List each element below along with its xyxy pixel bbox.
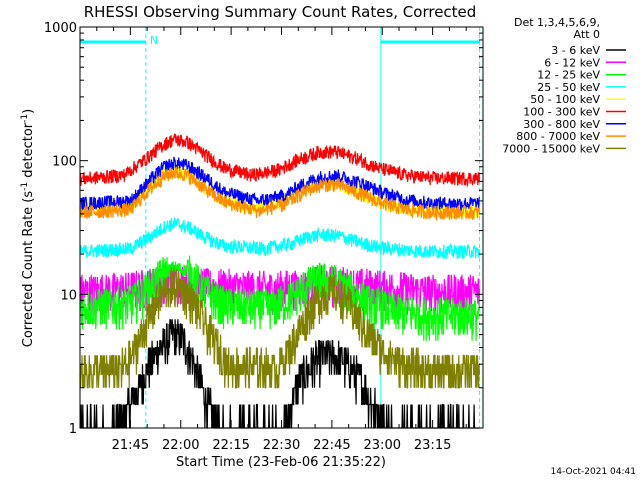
legend-label: 3 - 6 keV (551, 44, 600, 57)
x-tick-label: 21:45 (112, 438, 149, 453)
legend-label: 25 - 50 keV (537, 81, 600, 94)
y-tick-label: 10 (60, 288, 77, 303)
y-tick-label: 100 (52, 155, 77, 170)
legend-label: 800 - 7000 keV (516, 130, 600, 143)
x-tick-label: 22:00 (162, 438, 199, 453)
plot-area: N (79, 27, 481, 429)
legend-label: 50 - 100 keV (530, 93, 600, 106)
y-tick-label: 1000 (44, 21, 77, 36)
series-line (79, 255, 480, 341)
x-tick-label: 22:30 (263, 438, 300, 453)
x-axis-ticks: 21:45 22:00 22:15 22:30 22:45 23:00 23:15 (96, 27, 467, 453)
y-axis-ticks: 1 10 100 1000 (44, 21, 483, 437)
x-tick-label: 23:00 (364, 438, 401, 453)
series-line (79, 166, 480, 221)
series-line (79, 133, 480, 188)
x-tick-label: 23:15 (414, 438, 451, 453)
legend-label: 100 - 300 keV (523, 106, 600, 119)
legend-header-detectors: Det 1,3,4,5,6,9, (514, 16, 600, 29)
x-tick-label: 22:45 (313, 438, 350, 453)
legend-label: 6 - 12 keV (544, 56, 600, 69)
series-line (79, 156, 480, 211)
y-axis-label: Corrected Count Rate (s-1 detector-1) (20, 109, 36, 347)
legend-label: 300 - 800 keV (523, 118, 600, 131)
x-tick-label: 22:15 (212, 438, 249, 453)
generation-timestamp: 14-Oct-2021 04:41 (551, 467, 636, 477)
legend-label: 7000 - 15000 keV (502, 142, 600, 155)
y-tick-label: 1 (69, 422, 77, 437)
chart-title: RHESSI Observing Summary Count Rates, Co… (84, 3, 477, 21)
series-line (79, 217, 480, 261)
legend-header-attenuator: Att 0 (574, 28, 600, 41)
night-label: N (150, 34, 158, 47)
legend-label: 12 - 25 keV (537, 69, 600, 82)
x-axis-label: Start Time (23-Feb-06 21:35:22) (176, 455, 386, 470)
series-line (79, 266, 480, 389)
